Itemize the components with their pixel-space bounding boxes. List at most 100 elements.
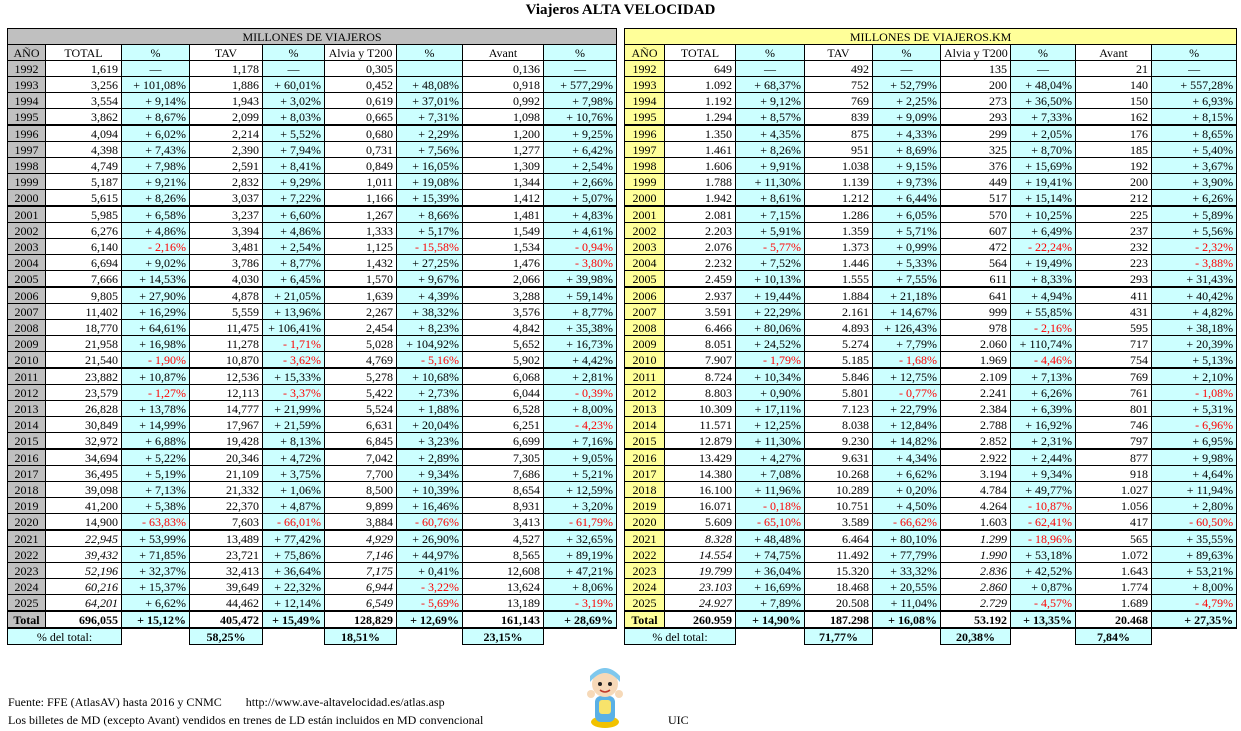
data-cell: 12,113: [189, 384, 263, 401]
data-cell: 2.836: [940, 562, 1011, 579]
data-cell: 3,237: [189, 205, 263, 223]
year-cell: 2011: [7, 367, 46, 385]
data-cell: + 33,32%: [872, 562, 941, 579]
data-cell: 4,527: [462, 529, 544, 547]
data-cell: 3,394: [189, 222, 263, 239]
table-row: 2024 23.103 + 16,69% 18.468 + 20,55% 2.860 + 0…: [624, 578, 1238, 595]
year-cell: 1999: [624, 173, 665, 190]
data-cell: 5.846: [804, 367, 873, 385]
data-cell: 570: [940, 205, 1011, 223]
data-cell: + 9,02%: [121, 254, 190, 271]
data-cell: 9,805: [45, 286, 122, 304]
data-cell: 2,267: [324, 303, 397, 320]
data-cell: [396, 60, 463, 77]
table-row: 2000 5,615 + 8,26% 3,037 + 7,22% 1,166 + 15,39…: [7, 189, 618, 207]
data-cell: 11,278: [189, 335, 263, 352]
data-cell: 2.459: [664, 270, 736, 288]
year-cell: 2007: [7, 303, 46, 320]
table-row: 2014 30,849 + 14,99% 17,967 + 21,59% 6,631 + 2…: [7, 416, 618, 433]
year-cell: 2019: [7, 497, 46, 514]
data-cell: + 7,98%: [121, 157, 190, 174]
data-cell: + 8,77%: [262, 254, 325, 271]
year-cell: 2016: [624, 448, 665, 466]
table-row: 1999 1.788 + 11,30% 1.139 + 9,73% 449 + 19,41%…: [624, 173, 1238, 190]
data-cell: + 15,33%: [262, 367, 325, 385]
data-cell: + 6,26%: [1010, 384, 1076, 401]
data-cell: 1,619: [45, 60, 122, 77]
data-cell: + 7,55%: [872, 270, 941, 288]
data-cell: 4,094: [45, 124, 122, 142]
data-cell: + 5,31%: [1150, 400, 1238, 417]
spacer-cell: [262, 627, 325, 645]
data-cell: 273: [940, 92, 1011, 109]
data-cell: + 110,74%: [1010, 335, 1076, 352]
data-cell: + 10,68%: [396, 367, 463, 385]
data-cell: 13,489: [189, 529, 263, 547]
data-cell: + 6,93%: [1150, 92, 1238, 109]
table-row: 2020 14,900- 63,83% 7,603- 66,01% 3,884- 60…: [7, 513, 618, 531]
data-cell: 1.027: [1075, 481, 1152, 498]
data-cell: 1,534: [462, 238, 544, 255]
data-cell: 4.893: [804, 319, 873, 336]
data-cell: + 5,89%: [1150, 205, 1238, 223]
table-row: 2006 2.937 + 19,44% 1.884 + 21,18% 641 + 4,94%…: [624, 286, 1238, 304]
data-cell: 3,884: [324, 513, 397, 531]
data-cell: 23.103: [664, 578, 736, 595]
data-cell: 10,870: [189, 351, 263, 369]
data-cell: + 577,29%: [542, 76, 618, 93]
data-cell: + 32,65%: [542, 529, 618, 547]
data-cell: - 3,37%: [262, 384, 325, 401]
data-cell: 1,481: [462, 205, 544, 223]
total-cell: + 28,69%: [542, 610, 618, 629]
data-cell: + 7,43%: [121, 141, 190, 158]
table-row: 1998 1.606 + 9,91% 1.038 + 9,15% 376 + 15,69% 1…: [624, 157, 1238, 174]
data-cell: —: [121, 60, 190, 77]
table-row: 1993 1.092 + 68,37% 752 + 52,79% 200 + 48,04% 1…: [624, 76, 1238, 93]
data-cell: 13,624: [462, 578, 544, 595]
data-cell: + 20,55%: [872, 578, 941, 595]
data-cell: - 3,22%: [396, 578, 463, 595]
data-cell: 1,412: [462, 189, 544, 207]
data-cell: - 15,58%: [396, 238, 463, 255]
data-cell: + 48,48%: [735, 529, 805, 547]
data-cell: + 24,52%: [735, 335, 805, 352]
data-cell: + 2,80%: [1150, 497, 1238, 514]
data-cell: + 2,25%: [872, 92, 941, 109]
data-cell: + 53,21%: [1150, 562, 1238, 579]
data-cell: + 11,96%: [735, 481, 805, 498]
data-cell: 14.554: [664, 546, 736, 563]
data-cell: + 12,75%: [872, 367, 941, 385]
data-cell: 200: [940, 76, 1011, 93]
year-cell: 2024: [7, 578, 46, 595]
year-cell: 2016: [7, 448, 46, 466]
data-cell: 2.852: [940, 432, 1011, 450]
data-cell: - 65,10%: [735, 513, 805, 531]
data-cell: + 10,87%: [121, 367, 190, 385]
data-cell: 11,402: [45, 303, 122, 320]
data-cell: + 9,73%: [872, 173, 941, 190]
table-row: 2019 41,200 + 5,38% 22,370 + 4,87% 9,899 + 16,…: [7, 497, 618, 514]
year-cell: 2024: [624, 578, 665, 595]
data-cell: 1.606: [664, 157, 736, 174]
year-cell: 2003: [624, 238, 665, 255]
data-cell: 2,066: [462, 270, 544, 288]
table-row: 2003 2.076- 5,77% 1.373 + 0,99% 472- 22,24% 2…: [624, 238, 1238, 255]
data-cell: 5,615: [45, 189, 122, 207]
data-cell: + 104,92%: [396, 335, 463, 352]
spacer-cell: [543, 627, 617, 645]
data-cell: + 36,64%: [262, 562, 325, 579]
year-cell: 2000: [624, 189, 665, 207]
data-cell: + 2,66%: [542, 173, 618, 190]
source-link[interactable]: http://www.ave-altavelocidad.es/atlas.as…: [245, 695, 445, 709]
data-cell: + 14,99%: [121, 416, 190, 433]
data-cell: - 5,69%: [396, 594, 463, 612]
data-cell: + 4,82%: [1150, 303, 1238, 320]
data-cell: 564: [940, 254, 1011, 271]
table-row: 2011 23,882 + 10,87% 12,536 + 15,33% 5,278 + 1…: [7, 367, 618, 385]
table-row: 2020 5.609- 65,10% 3.589- 66,62% 1.603- 62,…: [624, 513, 1238, 531]
data-cell: + 5,17%: [396, 222, 463, 239]
data-cell: + 3,23%: [396, 432, 463, 450]
data-cell: 2.860: [940, 578, 1011, 595]
data-cell: 39,098: [45, 481, 122, 498]
year-cell: 2001: [7, 205, 46, 223]
